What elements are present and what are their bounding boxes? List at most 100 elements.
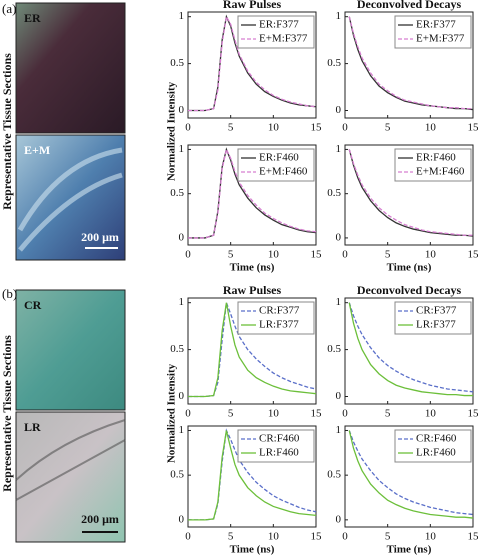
x-tick-label: 15: [468, 531, 478, 543]
series-line: [348, 302, 474, 393]
y-tick-label: 0: [179, 104, 185, 116]
legend-box: [237, 15, 315, 49]
series-line: [348, 149, 474, 237]
legend-label: LR:F460: [416, 447, 456, 459]
legend-box: [394, 148, 472, 182]
y-tick-label: 0: [179, 231, 185, 243]
x-tick-label: 15: [311, 249, 323, 261]
legend-label: E+M:F377: [259, 33, 308, 45]
x-tick-label: 10: [425, 531, 437, 543]
y-tick-label: 0.5: [170, 187, 184, 199]
x-tick-label: 10: [268, 531, 280, 543]
x-tick-label: 0: [342, 408, 348, 420]
legend-box: [237, 148, 315, 182]
legend-label: ER:F377: [416, 19, 456, 31]
y-tick-label: 1: [179, 296, 185, 308]
legend-label: E+M:F460: [416, 166, 465, 178]
section-label: Representative Tissue Sections: [0, 53, 14, 210]
tissue-image: [15, 2, 126, 134]
x-tick-label: 5: [228, 531, 234, 543]
legend-label: CR:F377: [259, 305, 300, 317]
x-tick-label: 10: [268, 249, 280, 261]
legend-label: ER:F460: [416, 152, 456, 164]
y-tick-label: 0.5: [170, 57, 184, 69]
chart-title: Raw Pulses: [223, 0, 282, 11]
x-tick-label: 0: [185, 122, 191, 134]
x-tick-label: 0: [342, 249, 348, 261]
x-tick-label: 5: [385, 531, 391, 543]
x-tick-label: 10: [425, 249, 437, 261]
image-label: E+M: [24, 143, 50, 157]
image-label: ER: [24, 11, 41, 25]
x-axis-title: Time (ns): [387, 262, 432, 274]
x-tick-label: 15: [468, 249, 478, 261]
x-axis-title: Time (ns): [387, 544, 432, 556]
x-tick-label: 5: [228, 122, 234, 134]
plot-area: [344, 144, 474, 246]
legend-label: ER:F377: [259, 19, 299, 31]
scale-label: 200 μm: [81, 512, 119, 526]
legend-box: [394, 429, 472, 463]
image-label: CR: [24, 298, 42, 312]
plot-area: [344, 11, 474, 119]
chart-title: Deconvolved Decays: [357, 283, 462, 297]
y-tick-label: 1: [179, 10, 185, 22]
legend-label: ER:F460: [259, 152, 299, 164]
series-line: [188, 302, 317, 398]
y-tick-label: 0: [336, 104, 342, 116]
y-tick-label: 0.5: [170, 343, 184, 355]
legend-label: E+M:F460: [259, 166, 308, 178]
series-line: [188, 430, 317, 521]
y-tick-label: 1: [336, 10, 342, 22]
x-tick-label: 15: [311, 408, 323, 420]
y-tick-label: 0: [336, 231, 342, 243]
plot-area: [187, 297, 317, 405]
y-tick-label: 1: [179, 424, 185, 436]
legend-label: E+M:F377: [416, 33, 465, 45]
x-tick-label: 15: [468, 122, 478, 134]
series-line: [348, 430, 474, 519]
y-tick-label: 0: [336, 390, 342, 402]
plot-area: [187, 425, 317, 528]
legend-box: [237, 301, 315, 335]
x-tick-label: 10: [425, 122, 437, 134]
y-tick-label: 1: [336, 296, 342, 308]
series-line: [348, 149, 473, 236]
plot-area: [344, 425, 474, 528]
tissue-image: [15, 289, 126, 411]
y-tick-label: 1: [336, 143, 342, 155]
y-tick-label: 1: [336, 424, 342, 436]
legend-label: CR:F460: [416, 433, 457, 445]
x-axis-title: Time (ns): [230, 262, 275, 274]
series-line: [188, 147, 317, 239]
texture: [15, 419, 126, 501]
tissue-image: [15, 411, 126, 543]
x-tick-label: 0: [185, 408, 191, 420]
x-tick-label: 10: [268, 122, 280, 134]
y-tick-label: 1: [179, 143, 185, 155]
x-tick-label: 0: [342, 531, 348, 543]
y-tick-label: 0.5: [327, 469, 341, 481]
x-tick-label: 5: [385, 122, 391, 134]
series-line: [188, 14, 317, 112]
y-axis-title: Normalized Intensity: [166, 363, 178, 463]
series-line: [348, 16, 473, 110]
plot-area: [187, 144, 317, 246]
chart-title: Deconvolved Decays: [357, 0, 462, 11]
plot-area: [187, 11, 317, 119]
section-label: Representative Tissue Sections: [0, 335, 14, 492]
x-tick-label: 10: [425, 408, 437, 420]
y-tick-label: 0.5: [327, 187, 341, 199]
y-axis-title: Normalized Intensity: [166, 81, 178, 181]
x-tick-label: 0: [342, 122, 348, 134]
legend-label: LR:F460: [259, 447, 299, 459]
legend-box: [394, 301, 472, 335]
y-tick-label: 0.5: [170, 469, 184, 481]
scale-label: 200 μm: [81, 230, 119, 244]
chart-title: Raw Pulses: [223, 283, 282, 297]
legend-label: CR:F377: [416, 305, 457, 317]
legend-label: LR:F377: [416, 319, 456, 331]
x-tick-label: 15: [468, 408, 478, 420]
x-tick-label: 15: [311, 122, 323, 134]
legend-box: [237, 429, 315, 463]
